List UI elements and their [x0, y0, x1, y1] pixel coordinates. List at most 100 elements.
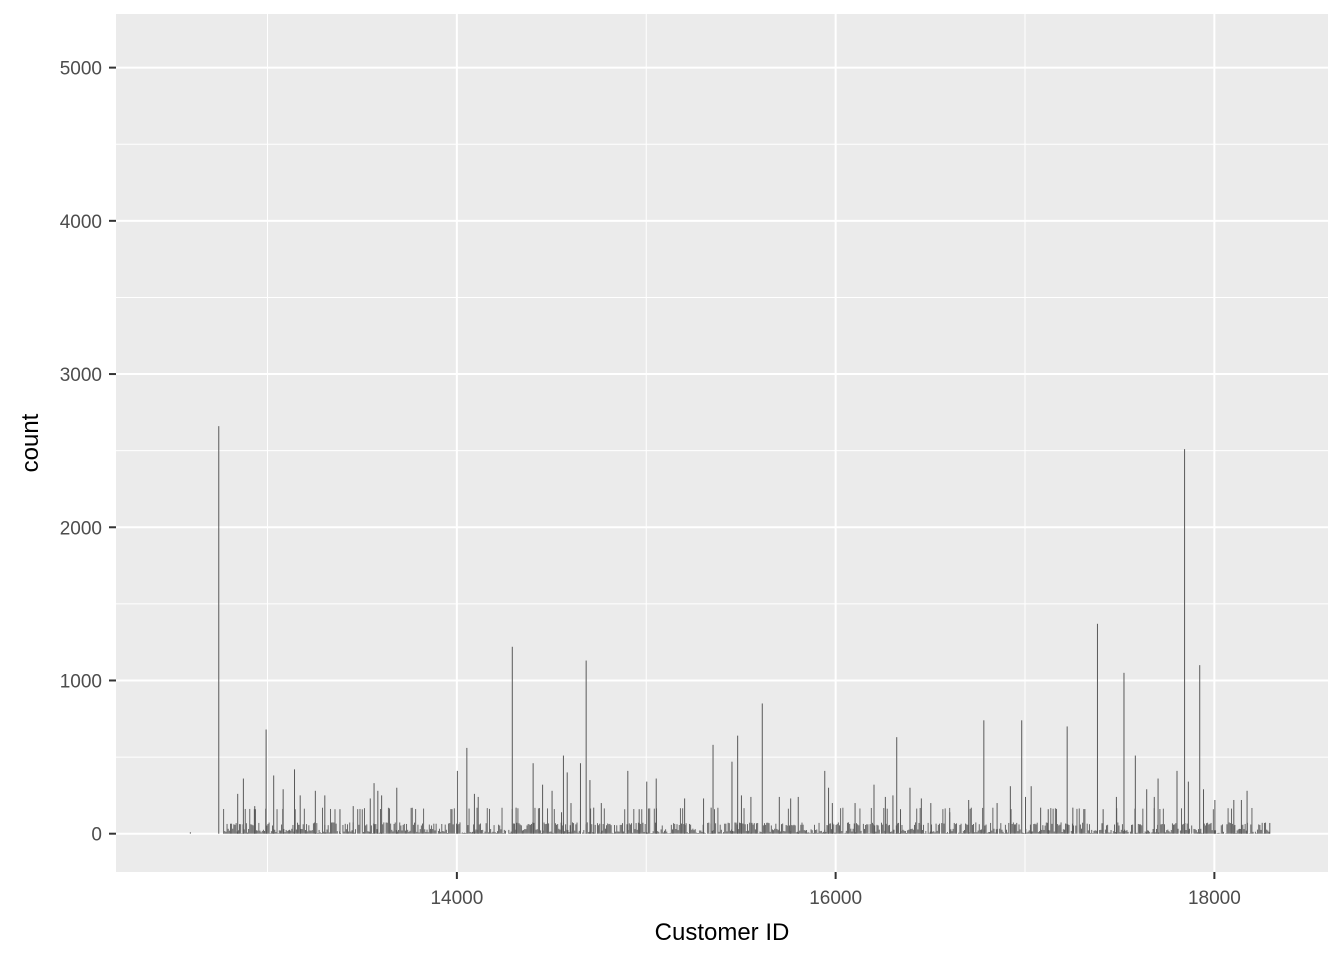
bar [218, 426, 220, 834]
bar [473, 793, 475, 834]
bar-small [849, 823, 851, 834]
bar-small [587, 832, 589, 834]
bar-small [903, 830, 905, 834]
bar [703, 798, 705, 834]
bar-small [1065, 823, 1067, 834]
bar-small [386, 822, 388, 834]
bar-small [845, 830, 847, 834]
bar-small [540, 830, 542, 834]
bar-small [1010, 809, 1012, 834]
bar-small [262, 829, 264, 834]
bar [949, 812, 951, 834]
bar-small [1037, 832, 1039, 834]
bar-small [285, 829, 287, 834]
bar-small [1193, 828, 1195, 834]
bar-small [1165, 832, 1167, 834]
bar-small [375, 824, 377, 834]
bar-small [1183, 823, 1185, 834]
bar-small [527, 823, 529, 834]
bar-small [995, 829, 997, 834]
bar-small [517, 808, 519, 834]
bar-small [834, 832, 836, 834]
bar-small [649, 808, 651, 834]
bar-small [528, 824, 530, 834]
bar-small [303, 808, 305, 834]
bar-small [760, 831, 762, 834]
bar [1153, 796, 1155, 834]
bar-small [623, 831, 625, 834]
bar-small [1173, 824, 1174, 834]
bar-small [896, 823, 898, 834]
bar-small [334, 809, 336, 834]
bar [589, 780, 591, 834]
panel-background [116, 14, 1328, 872]
bar-small [1057, 824, 1059, 834]
bar-small [333, 822, 335, 834]
bar [294, 769, 296, 834]
bar-small [835, 824, 837, 834]
bar-small [469, 831, 471, 834]
bar-small [419, 829, 421, 834]
bar [828, 787, 830, 834]
bar-small [881, 822, 882, 834]
bar-small [640, 823, 642, 834]
bar-small [573, 823, 575, 834]
bar-small [414, 822, 415, 834]
bar-small [812, 832, 814, 834]
bar-small [232, 828, 234, 834]
bar-small [503, 829, 505, 834]
bar-small [1149, 831, 1151, 834]
bar-small [945, 833, 947, 834]
bar-small [403, 823, 405, 834]
bar-small [256, 830, 258, 834]
bar-small [1200, 828, 1202, 834]
bar-small [1104, 829, 1106, 834]
bar-small [666, 831, 668, 834]
bar-small [795, 832, 797, 834]
bar-small [227, 828, 229, 834]
bar-small [1252, 831, 1254, 834]
bar-small [462, 832, 464, 834]
bar-small [385, 822, 387, 834]
bar-small [606, 825, 608, 834]
bar-small [860, 830, 862, 834]
bar-small [1003, 833, 1005, 834]
bar-small [1132, 824, 1134, 834]
bar-small [286, 831, 288, 834]
bar-small [1226, 824, 1228, 834]
bar-small [353, 832, 355, 834]
bar-small [1046, 822, 1048, 834]
bar-small [869, 824, 871, 834]
bar-small [1188, 828, 1190, 834]
bar-small [393, 823, 395, 834]
bar-small [614, 824, 615, 834]
bar-small [642, 822, 644, 834]
bar-small [1141, 825, 1143, 834]
bar-small [759, 831, 761, 834]
bar-small [233, 824, 235, 834]
bar [585, 660, 587, 834]
bar-small [568, 831, 570, 834]
bar-small [365, 825, 367, 834]
bar-small [959, 824, 961, 834]
bar-small [261, 830, 263, 834]
bar [511, 646, 513, 834]
bar-small [616, 825, 618, 834]
bar [314, 790, 316, 834]
bar-small [473, 824, 475, 834]
bar-small [318, 829, 320, 834]
bar-small [856, 823, 857, 834]
bar-small [733, 831, 735, 834]
bar-small [877, 825, 879, 834]
bar-small [901, 824, 903, 834]
bar-small [890, 831, 892, 834]
bar-small [309, 830, 311, 834]
bar [1214, 799, 1216, 834]
bar-small [266, 825, 268, 834]
bar-small [1198, 829, 1199, 834]
bar-small [267, 823, 269, 834]
bar-small [1041, 829, 1043, 834]
bar-small [866, 824, 868, 834]
bar-small [757, 823, 759, 834]
